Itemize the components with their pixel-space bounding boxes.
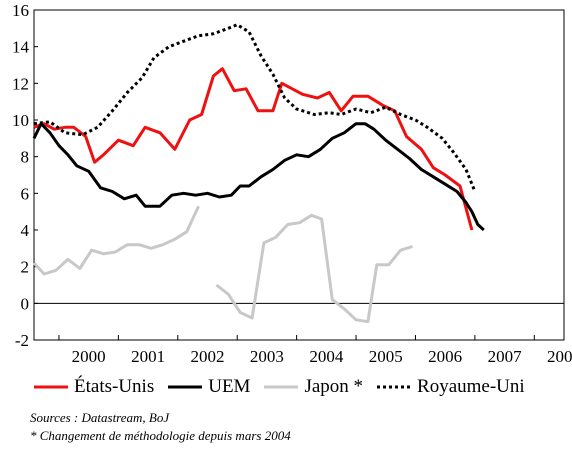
legend-swatch-etats-unis	[34, 385, 68, 389]
y-tick-label: 6	[21, 184, 30, 203]
legend-label-royaume-uni: Royaume-Uni	[417, 376, 525, 397]
legend-item-royaume-uni: Royaume-Uni	[377, 376, 525, 398]
y-tick-label: 4	[21, 221, 30, 240]
legend-label-etats-unis: États-Unis	[74, 376, 155, 397]
legend-item-etats-unis: États-Unis	[34, 376, 154, 398]
y-tick-label: 2	[21, 258, 30, 277]
x-tick-label: 2001	[131, 347, 165, 366]
x-tick-label: 2008	[547, 347, 572, 366]
y-tick-label: 12	[12, 74, 29, 93]
line-chart: -2 0 2 4 6 8 10 12 14 16 2000 2001 2002 2003 2004 2005 2…	[12, 1, 572, 366]
y-tick-label: 0	[21, 294, 30, 313]
legend-swatch-uem	[168, 385, 203, 389]
x-tick-label: 2003	[250, 347, 284, 366]
sources-note: Sources : Datastream, BoJ	[30, 410, 170, 425]
series-line-uem	[32, 122, 485, 232]
legend-swatch-japon	[264, 385, 299, 389]
x-tick-label: 2002	[190, 347, 224, 366]
legend-label-uem: UEM	[208, 376, 251, 397]
x-tick-label: 2007	[488, 347, 523, 366]
y-tick-label: 8	[21, 148, 30, 167]
y-tick-label: 16	[12, 1, 29, 20]
legend-item-uem: UEM	[168, 376, 250, 398]
series-line-japon	[215, 213, 413, 324]
plot-frame	[33, 9, 565, 341]
methodology-note: * Changement de méthodologie depuis mars…	[30, 428, 291, 443]
series-line-royaume-uni	[33, 23, 477, 193]
y-tick-label: 10	[12, 111, 29, 130]
x-tick-label: 2000	[72, 347, 106, 366]
legend-label-japon: Japon *	[304, 376, 364, 397]
y-tick-label: -2	[15, 331, 29, 350]
legend: États-Unis UEM Japon * Royaume-Uni	[34, 372, 564, 402]
legend-swatch-royaume-uni	[377, 385, 412, 389]
x-tick-label: 2004	[309, 347, 344, 366]
series-line-japon	[32, 205, 200, 276]
x-tick-label: 2006	[428, 347, 462, 366]
x-tick-label: 2005	[369, 347, 403, 366]
series-line-etats-unis	[33, 67, 474, 231]
y-tick-label: 14	[12, 38, 30, 57]
legend-item-japon: Japon *	[264, 376, 363, 398]
